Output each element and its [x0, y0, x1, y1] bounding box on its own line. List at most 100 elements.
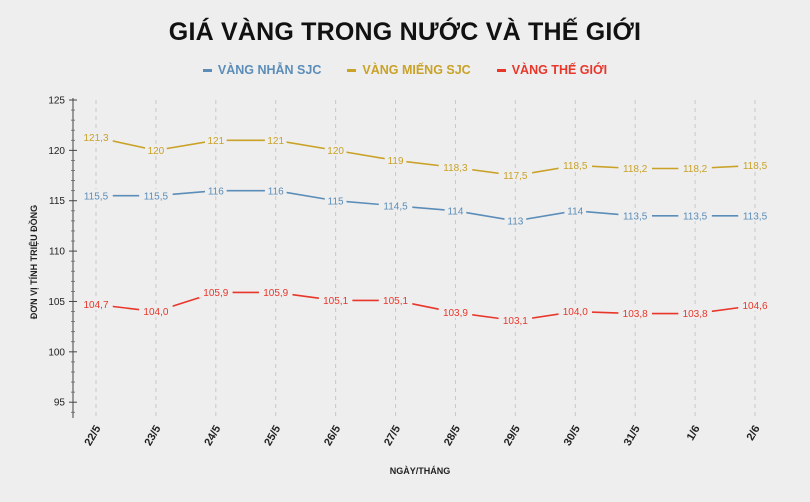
legend-label-the-gioi: VÀNG THẾ GIỚI	[511, 63, 608, 77]
data-label-nhan-sjc-28-5: 114	[447, 206, 463, 217]
data-label-mieng-sjc-1-6: 118,2	[683, 164, 708, 175]
data-label-nhan-sjc-29-5: 113	[507, 216, 523, 227]
data-label-bg-mieng-sjc-2	[204, 133, 227, 146]
data-label-bg-the-gioi-4	[318, 293, 353, 306]
data-label-nhan-sjc-1-6: 113,5	[683, 211, 708, 222]
legend-item-the-gioi: VÀNG THẾ GIỚI	[496, 63, 608, 77]
y-tick-label-100: 100	[48, 347, 65, 358]
data-label-mieng-sjc-24-5: 121	[207, 136, 224, 147]
x-tick-label-31-5: 31/5	[622, 424, 643, 449]
data-label-bg-nhan-sjc-0	[79, 189, 113, 202]
x-tick-label-24-5: 24/5	[202, 424, 223, 449]
data-label-bg-nhan-sjc-8	[564, 204, 587, 217]
data-label-the-gioi-26-5: 105,1	[323, 296, 348, 307]
data-label-bg-nhan-sjc-7	[504, 214, 527, 227]
legend-swatch-mieng-sjc	[347, 68, 357, 72]
y-tick-label-95: 95	[54, 398, 66, 409]
legend-swatch-the-gioi	[496, 68, 506, 72]
data-label-bg-nhan-sjc-6	[444, 204, 467, 217]
data-label-nhan-sjc-23-5: 115,5	[144, 191, 169, 202]
data-label-mieng-sjc-25-5: 121	[267, 136, 284, 147]
data-label-nhan-sjc-25-5: 116	[268, 186, 284, 197]
data-label-the-gioi-28-5: 103,9	[443, 308, 468, 319]
data-label-bg-the-gioi-2	[199, 285, 233, 298]
data-label-the-gioi-1-6: 103,8	[683, 309, 708, 320]
data-label-bg-mieng-sjc-5	[384, 153, 407, 166]
data-label-the-gioi-27-5: 105,1	[383, 296, 408, 307]
data-label-bg-nhan-sjc-11	[738, 209, 772, 222]
data-label-mieng-sjc-23-5: 120	[148, 146, 165, 157]
data-label-mieng-sjc-27-5: 119	[388, 156, 404, 167]
x-tick-label-29-5: 29/5	[502, 424, 523, 449]
y-tick-label-105: 105	[48, 297, 65, 308]
data-label-bg-mieng-sjc-3	[264, 133, 287, 146]
data-label-bg-mieng-sjc-1	[145, 143, 167, 156]
y-tick-label-115: 115	[49, 196, 65, 207]
x-tick-label-26-5: 26/5	[322, 424, 343, 449]
data-label-nhan-sjc-24-5: 116	[208, 186, 224, 197]
data-label-bg-the-gioi-11	[738, 298, 772, 311]
x-axis-title: NGÀY/THÁNG	[390, 466, 451, 476]
data-label-bg-the-gioi-0	[79, 297, 113, 310]
data-label-bg-mieng-sjc-6	[438, 160, 473, 173]
data-label-the-gioi-25-5: 105,9	[263, 288, 288, 299]
data-label-bg-mieng-sjc-0	[79, 130, 113, 143]
x-tick-label-1-6: 1/6	[685, 424, 703, 443]
data-label-bg-the-gioi-8	[558, 305, 593, 318]
data-label-bg-mieng-sjc-10	[678, 161, 712, 174]
legend-item-nhan-sjc: VÀNG NHẪN SJC	[202, 63, 322, 77]
data-label-bg-the-gioi-5	[378, 293, 413, 306]
data-label-the-gioi-22-5: 104,7	[83, 300, 108, 311]
x-tick-label-22-5: 22/5	[82, 424, 103, 449]
data-label-the-gioi-23-5: 104,0	[143, 307, 168, 318]
data-label-mieng-sjc-26-5: 120	[327, 146, 344, 157]
data-label-nhan-sjc-27-5: 114,5	[383, 201, 408, 212]
data-label-nhan-sjc-30-5: 114	[567, 206, 583, 217]
series-line-mieng-sjc	[95, 136, 756, 177]
data-label-bg-the-gioi-9	[618, 307, 652, 320]
data-label-mieng-sjc-2-6: 118,5	[743, 161, 768, 172]
data-label-bg-nhan-sjc-5	[378, 199, 413, 212]
data-label-the-gioi-2-6: 104,6	[742, 301, 767, 312]
data-label-bg-nhan-sjc-4	[324, 194, 347, 207]
data-label-bg-the-gioi-6	[438, 306, 473, 319]
data-label-mieng-sjc-29-5: 117,5	[503, 171, 528, 182]
data-label-bg-mieng-sjc-8	[558, 158, 593, 171]
legend-label-nhan-sjc: VÀNG NHẪN SJC	[217, 63, 322, 77]
legend: VÀNG NHẪN SJC VÀNG MIẾNG SJC VÀNG THẾ GI…	[0, 63, 810, 77]
legend-item-mieng-sjc: VÀNG MIẾNG SJC	[347, 63, 471, 77]
data-label-bg-nhan-sjc-10	[678, 209, 712, 222]
legend-label-mieng-sjc: VÀNG MIẾNG SJC	[362, 63, 471, 77]
x-tick-label-2-6: 2/6	[745, 424, 763, 443]
data-label-mieng-sjc-31-5: 118,2	[623, 164, 648, 175]
series-line-the-gioi	[95, 291, 756, 322]
x-tick-label-23-5: 23/5	[142, 424, 163, 449]
data-label-bg-mieng-sjc-9	[618, 161, 652, 174]
data-label-mieng-sjc-22-5: 121,3	[83, 133, 108, 144]
data-label-nhan-sjc-31-5: 113,5	[623, 211, 648, 222]
data-label-the-gioi-24-5: 105,9	[203, 288, 228, 299]
data-label-nhan-sjc-2-6: 113,5	[743, 211, 768, 222]
y-axis-title: ĐƠN VỊ TÍNH TRIỆU ĐỒNG	[28, 205, 39, 319]
data-label-the-gioi-31-5: 103,8	[623, 309, 648, 320]
data-label-bg-the-gioi-1	[139, 305, 173, 318]
data-label-bg-the-gioi-10	[678, 307, 712, 320]
x-tick-label-27-5: 27/5	[382, 424, 403, 449]
data-label-the-gioi-29-5: 103,1	[503, 316, 528, 327]
y-tick-label-120: 120	[48, 146, 65, 157]
data-label-bg-nhan-sjc-2	[204, 184, 227, 197]
data-label-bg-mieng-sjc-11	[738, 158, 772, 171]
legend-swatch-nhan-sjc	[202, 68, 212, 72]
series-line-nhan-sjc	[96, 189, 755, 222]
data-label-bg-mieng-sjc-4	[324, 143, 347, 156]
y-tick-label-125: 125	[48, 96, 65, 107]
data-label-bg-the-gioi-3	[258, 285, 293, 298]
data-label-mieng-sjc-28-5: 118,3	[443, 163, 468, 174]
x-tick-label-30-5: 30/5	[562, 424, 583, 449]
chart-title: GIÁ VÀNG TRONG NƯỚC VÀ THẾ GIỚI	[168, 18, 642, 46]
data-label-nhan-sjc-26-5: 115	[328, 196, 344, 207]
data-label-bg-nhan-sjc-3	[264, 184, 287, 197]
data-label-bg-nhan-sjc-9	[618, 209, 652, 222]
y-tick-label-110: 110	[49, 247, 65, 258]
